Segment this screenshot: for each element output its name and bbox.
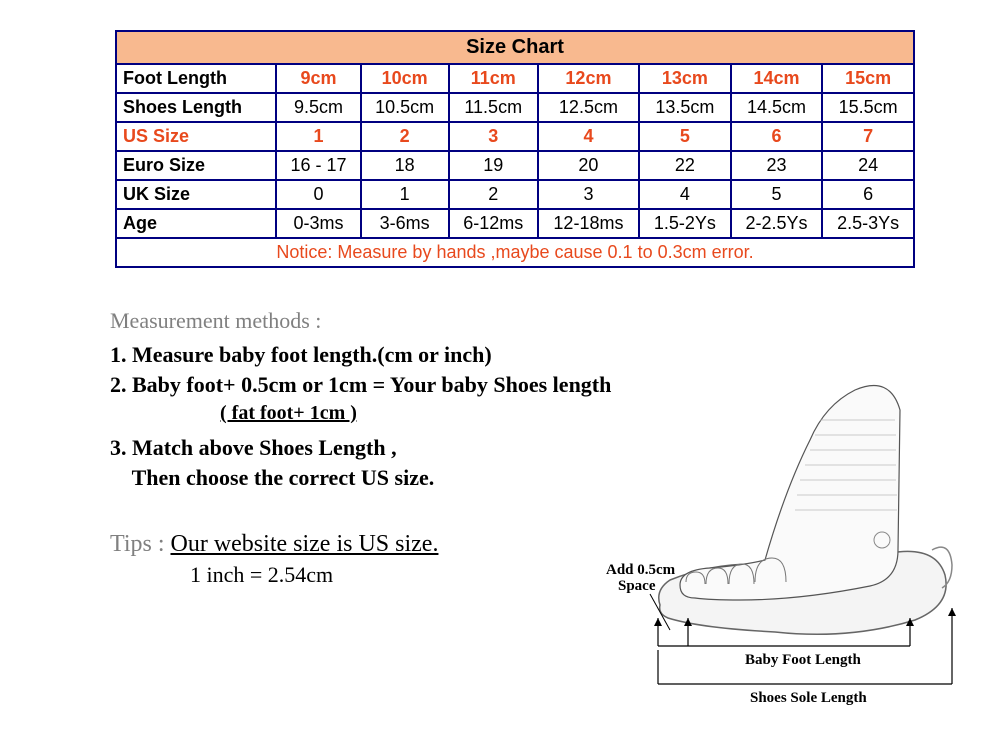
table-cell: 14.5cm [731, 93, 823, 122]
table-cell: 2 [449, 180, 538, 209]
tips-main: Our website size is US size. [171, 531, 439, 557]
table-cell: 13cm [639, 64, 731, 93]
table-cell: 10.5cm [361, 93, 449, 122]
table-row: Age0-3ms3-6ms6-12ms12-18ms1.5-2Ys2-2.5Ys… [116, 209, 914, 238]
size-chart-table: Size Chart Foot Length9cm10cm11cm12cm13c… [115, 30, 915, 268]
add-space-label-1: Add 0.5cm [606, 562, 676, 578]
table-cell: 20 [538, 151, 639, 180]
table-cell: 6 [731, 122, 823, 151]
method-step-1: 1. Measure baby foot length.(cm or inch) [110, 342, 670, 368]
table-cell: 9.5cm [276, 93, 360, 122]
table-row: Euro Size16 - 17181920222324 [116, 151, 914, 180]
foot-silhouette [680, 386, 900, 601]
methods-heading: Measurement methods : [110, 308, 670, 334]
table-cell: 2.5-3Ys [822, 209, 914, 238]
table-cell: 1.5-2Ys [639, 209, 731, 238]
table-cell: 2 [361, 122, 449, 151]
row-label: Age [116, 209, 276, 238]
table-row: Shoes Length9.5cm10.5cm11.5cm12.5cm13.5c… [116, 93, 914, 122]
table-cell: 11cm [449, 64, 538, 93]
row-label: Shoes Length [116, 93, 276, 122]
table-cell: 14cm [731, 64, 823, 93]
table-row: UK Size0123456 [116, 180, 914, 209]
row-label: Foot Length [116, 64, 276, 93]
table-cell: 5 [731, 180, 823, 209]
table-cell: 3 [538, 180, 639, 209]
add-space-label-2: Space [618, 578, 656, 594]
table-cell: 19 [449, 151, 538, 180]
method-step-3a: 3. Match above Shoes Length , [110, 435, 670, 461]
foot-diagram: Add 0.5cm Space Baby Foot Length Shoes S… [600, 350, 970, 710]
table-cell: 3 [449, 122, 538, 151]
row-label: Euro Size [116, 151, 276, 180]
table-cell: 4 [639, 180, 731, 209]
tips-block: Tips : Our website size is US size. 1 in… [110, 531, 670, 588]
table-cell: 7 [822, 122, 914, 151]
shoes-sole-length-label: Shoes Sole Length [750, 690, 867, 706]
table-cell: 4 [538, 122, 639, 151]
table-cell: 0 [276, 180, 360, 209]
table-cell: 12-18ms [538, 209, 639, 238]
table-cell: 12cm [538, 64, 639, 93]
table-cell: 6-12ms [449, 209, 538, 238]
table-cell: 24 [822, 151, 914, 180]
table-cell: 11.5cm [449, 93, 538, 122]
measurement-methods: Measurement methods : 1. Measure baby fo… [110, 308, 670, 588]
table-cell: 16 - 17 [276, 151, 360, 180]
table-cell: 2-2.5Ys [731, 209, 823, 238]
table-cell: 23 [731, 151, 823, 180]
table-notice: Notice: Measure by hands ,maybe cause 0.… [116, 238, 914, 267]
table-cell: 18 [361, 151, 449, 180]
table-cell: 1 [276, 122, 360, 151]
table-cell: 6 [822, 180, 914, 209]
method-step-2: 2. Baby foot+ 0.5cm or 1cm = Your baby S… [110, 372, 670, 398]
baby-foot-length-label: Baby Foot Length [745, 652, 862, 668]
table-cell: 5 [639, 122, 731, 151]
tips-sub: 1 inch = 2.54cm [190, 562, 670, 588]
table-cell: 9cm [276, 64, 360, 93]
table-cell: 22 [639, 151, 731, 180]
table-cell: 1 [361, 180, 449, 209]
tips-label: Tips : [110, 531, 171, 557]
table-cell: 15cm [822, 64, 914, 93]
table-cell: 3-6ms [361, 209, 449, 238]
row-label: US Size [116, 122, 276, 151]
table-title: Size Chart [116, 31, 914, 64]
table-cell: 12.5cm [538, 93, 639, 122]
table-row: Foot Length9cm10cm11cm12cm13cm14cm15cm [116, 64, 914, 93]
table-cell: 10cm [361, 64, 449, 93]
method-step-3b: Then choose the correct US size. [110, 465, 670, 491]
table-row: US Size1234567 [116, 122, 914, 151]
table-cell: 15.5cm [822, 93, 914, 122]
row-label: UK Size [116, 180, 276, 209]
table-cell: 0-3ms [276, 209, 360, 238]
table-cell: 13.5cm [639, 93, 731, 122]
